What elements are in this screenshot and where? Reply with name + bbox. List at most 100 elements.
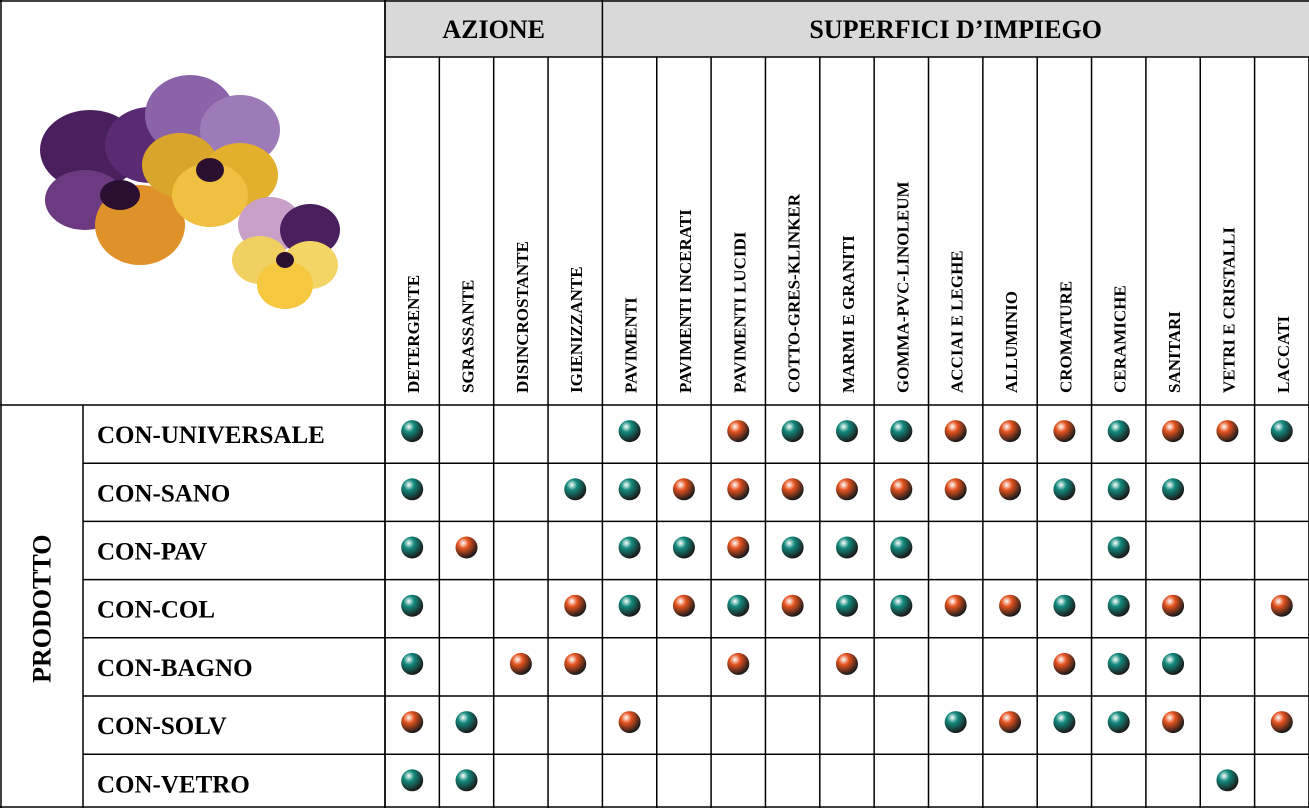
column-header: VETRI E CRISTALLI xyxy=(1219,227,1238,393)
status-ball xyxy=(999,478,1022,501)
status-ball xyxy=(1162,420,1185,443)
status-ball xyxy=(509,652,532,675)
status-ball xyxy=(781,420,804,443)
flower-illustration xyxy=(40,75,340,309)
status-ball xyxy=(401,536,424,559)
status-ball xyxy=(401,420,424,443)
status-ball xyxy=(944,711,967,734)
column-header: COTTO-GRES-KLINKER xyxy=(785,193,804,393)
product-name: CON-COL xyxy=(97,597,215,624)
status-ball xyxy=(727,594,750,617)
status-ball xyxy=(1216,769,1239,792)
status-ball xyxy=(1053,420,1076,443)
status-ball xyxy=(727,478,750,501)
status-ball xyxy=(1162,478,1185,501)
status-ball xyxy=(455,711,478,734)
column-header: ALLUMINIO xyxy=(1002,291,1021,393)
status-ball xyxy=(727,536,750,559)
status-ball xyxy=(835,420,858,443)
status-ball xyxy=(944,478,967,501)
group-header-bg xyxy=(602,0,1309,57)
column-header: SANITARI xyxy=(1165,311,1184,393)
status-ball xyxy=(944,594,967,617)
status-ball xyxy=(401,594,424,617)
status-ball xyxy=(835,594,858,617)
status-ball xyxy=(618,478,641,501)
status-ball xyxy=(1162,652,1185,675)
status-ball xyxy=(1270,420,1293,443)
status-ball xyxy=(1216,420,1239,443)
status-ball xyxy=(890,536,913,559)
column-header: PAVIMENTI LUCIDI xyxy=(730,231,749,393)
status-ball xyxy=(1107,711,1130,734)
status-ball xyxy=(890,420,913,443)
status-ball xyxy=(401,711,424,734)
product-name: CON-UNIVERSALE xyxy=(97,422,325,449)
status-ball xyxy=(1107,594,1130,617)
column-header: CERAMICHE xyxy=(1111,285,1130,393)
status-ball xyxy=(564,652,587,675)
column-header: PAVIMENTI INCERATI xyxy=(676,209,695,393)
status-ball xyxy=(401,769,424,792)
status-ball xyxy=(781,594,804,617)
status-ball xyxy=(999,420,1022,443)
status-ball xyxy=(1053,652,1076,675)
status-ball xyxy=(727,652,750,675)
product-name: CON-BAGNO xyxy=(97,655,253,682)
status-ball xyxy=(781,478,804,501)
column-header: CROMATURE xyxy=(1056,281,1075,393)
status-ball xyxy=(944,420,967,443)
status-ball xyxy=(672,478,695,501)
status-ball xyxy=(727,420,750,443)
group-header: AZIONE xyxy=(442,15,545,44)
product-name: CON-PAV xyxy=(97,539,207,566)
status-ball xyxy=(455,769,478,792)
product-name: CON-SANO xyxy=(97,480,230,507)
status-ball xyxy=(1162,711,1185,734)
status-ball xyxy=(618,594,641,617)
status-ball xyxy=(835,652,858,675)
column-header: PAVIMENTI xyxy=(622,297,641,393)
status-ball xyxy=(618,536,641,559)
status-ball xyxy=(672,594,695,617)
column-header: MARMI E GRANITI xyxy=(839,235,858,393)
status-ball xyxy=(781,536,804,559)
status-ball xyxy=(401,652,424,675)
status-ball xyxy=(1107,652,1130,675)
status-ball xyxy=(890,594,913,617)
status-ball xyxy=(835,478,858,501)
status-ball xyxy=(618,711,641,734)
status-ball xyxy=(1107,536,1130,559)
column-header: SGRASSANTE xyxy=(459,280,478,393)
status-ball xyxy=(564,594,587,617)
group-header-bg xyxy=(385,0,603,57)
group-header: SUPERFICI D’IMPIEGO xyxy=(809,15,1102,44)
column-header: DISINCROSTANTE xyxy=(513,241,532,393)
column-header: DETERGENTE xyxy=(404,275,423,393)
status-ball xyxy=(999,594,1022,617)
status-ball xyxy=(1107,420,1130,443)
status-ball xyxy=(1053,478,1076,501)
status-ball xyxy=(1162,594,1185,617)
column-header: IGIENIZZANTE xyxy=(567,266,586,393)
status-ball xyxy=(1270,711,1293,734)
product-name: CON-VETRO xyxy=(97,771,250,798)
status-ball xyxy=(455,536,478,559)
status-ball xyxy=(890,478,913,501)
column-header: ACCIAI E LEGHE xyxy=(948,250,967,393)
status-ball xyxy=(564,478,587,501)
status-ball xyxy=(835,536,858,559)
status-ball xyxy=(1270,594,1293,617)
status-ball xyxy=(1053,711,1076,734)
column-header: GOMMA-PVC-LINOLEUM xyxy=(893,181,912,393)
product-name: CON-SOLV xyxy=(97,713,227,740)
column-header: LACCATI xyxy=(1274,315,1293,393)
status-ball xyxy=(401,478,424,501)
status-ball xyxy=(1107,478,1130,501)
status-ball xyxy=(618,420,641,443)
status-ball xyxy=(672,536,695,559)
status-ball xyxy=(1053,594,1076,617)
row-group-label: PRODOTTO xyxy=(28,535,57,683)
